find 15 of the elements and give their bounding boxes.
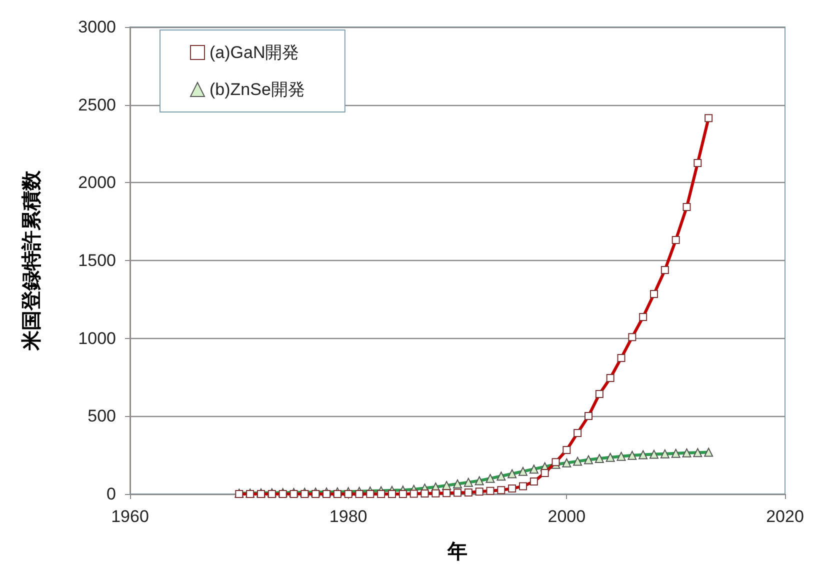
x-tick-label: 1960 [111, 507, 149, 526]
x-tick-label: 2000 [548, 507, 586, 526]
y-tick-label: 2000 [78, 173, 116, 192]
y-tick-label: 3000 [78, 18, 116, 36]
y-tick-label: 500 [88, 406, 116, 426]
y-axis-title: 米国登録特許累積数 [20, 170, 43, 352]
y-tick-label: 1000 [78, 328, 116, 348]
y-tick-label: 2500 [78, 95, 116, 114]
x-tick-label: 1980 [329, 507, 368, 526]
x-axis-title: 年 [446, 541, 468, 563]
x-tick-label: 2020 [766, 507, 804, 526]
legend-label: (b)ZnSe開発 [210, 80, 305, 99]
y-tick-label: 1500 [78, 251, 116, 270]
legend-label: (a)GaN開発 [210, 43, 300, 62]
y-tick-label: 0 [106, 484, 116, 504]
